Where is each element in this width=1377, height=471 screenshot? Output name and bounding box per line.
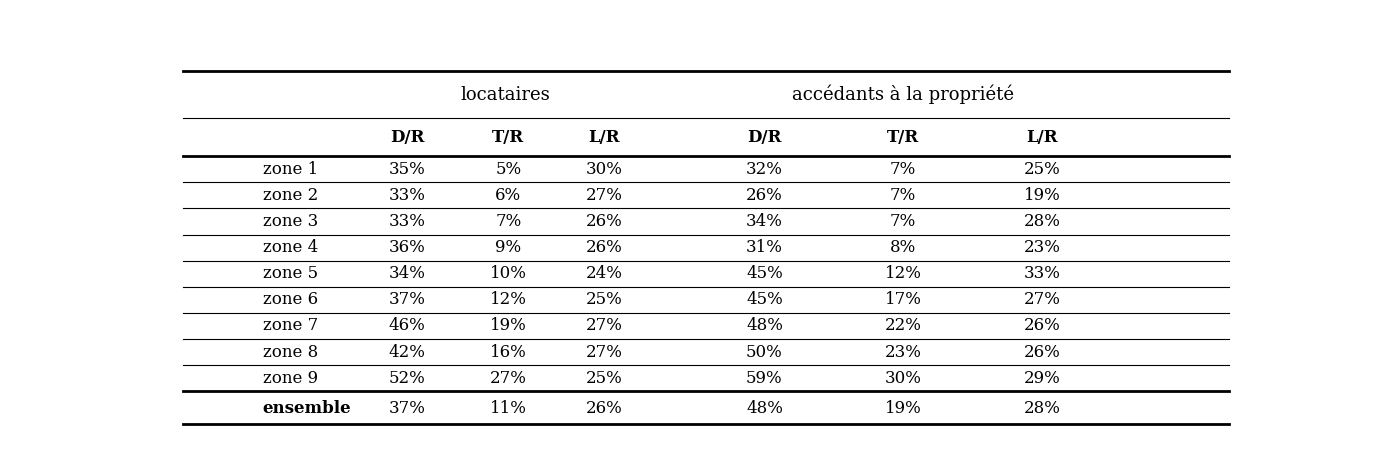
Text: 33%: 33% — [388, 187, 425, 204]
Text: 7%: 7% — [890, 187, 916, 204]
Text: zone 5: zone 5 — [263, 265, 318, 282]
Text: 7%: 7% — [496, 213, 522, 230]
Text: 12%: 12% — [884, 265, 921, 282]
Text: zone 8: zone 8 — [263, 344, 318, 361]
Text: 26%: 26% — [587, 213, 622, 230]
Text: 26%: 26% — [1023, 344, 1060, 361]
Text: 36%: 36% — [388, 239, 425, 256]
Text: 32%: 32% — [746, 161, 784, 178]
Text: 7%: 7% — [890, 161, 916, 178]
Text: 33%: 33% — [1023, 265, 1060, 282]
Text: 33%: 33% — [388, 213, 425, 230]
Text: 26%: 26% — [746, 187, 782, 204]
Text: 30%: 30% — [884, 370, 921, 387]
Text: 46%: 46% — [388, 317, 425, 334]
Text: 16%: 16% — [490, 344, 526, 361]
Text: 34%: 34% — [746, 213, 784, 230]
Text: 9%: 9% — [496, 239, 522, 256]
Text: 25%: 25% — [587, 370, 622, 387]
Text: 31%: 31% — [746, 239, 784, 256]
Text: 37%: 37% — [388, 400, 425, 417]
Text: 26%: 26% — [587, 239, 622, 256]
Text: 5%: 5% — [496, 161, 522, 178]
Text: 26%: 26% — [1023, 317, 1060, 334]
Text: 19%: 19% — [1023, 187, 1060, 204]
Text: zone 6: zone 6 — [263, 292, 318, 309]
Text: zone 7: zone 7 — [263, 317, 318, 334]
Text: 19%: 19% — [885, 400, 921, 417]
Text: 26%: 26% — [587, 400, 622, 417]
Text: 28%: 28% — [1023, 213, 1060, 230]
Text: 28%: 28% — [1023, 400, 1060, 417]
Text: 42%: 42% — [388, 344, 425, 361]
Text: 23%: 23% — [884, 344, 921, 361]
Text: zone 4: zone 4 — [263, 239, 318, 256]
Text: 34%: 34% — [388, 265, 425, 282]
Text: 27%: 27% — [585, 187, 622, 204]
Text: 7%: 7% — [890, 213, 916, 230]
Text: 27%: 27% — [1023, 292, 1060, 309]
Text: 25%: 25% — [1023, 161, 1060, 178]
Text: T/R: T/R — [492, 129, 525, 146]
Text: 17%: 17% — [884, 292, 921, 309]
Text: locataires: locataires — [461, 86, 551, 104]
Text: 35%: 35% — [388, 161, 425, 178]
Text: L/R: L/R — [588, 129, 620, 146]
Text: ensemble: ensemble — [263, 400, 351, 417]
Text: 52%: 52% — [388, 370, 425, 387]
Text: 6%: 6% — [496, 187, 522, 204]
Text: 24%: 24% — [585, 265, 622, 282]
Text: 45%: 45% — [746, 265, 782, 282]
Text: zone 9: zone 9 — [263, 370, 318, 387]
Text: 37%: 37% — [388, 292, 425, 309]
Text: D/R: D/R — [748, 129, 782, 146]
Text: zone 3: zone 3 — [263, 213, 318, 230]
Text: D/R: D/R — [390, 129, 424, 146]
Text: 10%: 10% — [490, 265, 527, 282]
Text: 19%: 19% — [490, 317, 526, 334]
Text: 12%: 12% — [490, 292, 527, 309]
Text: 29%: 29% — [1023, 370, 1060, 387]
Text: 50%: 50% — [746, 344, 782, 361]
Text: 59%: 59% — [746, 370, 782, 387]
Text: L/R: L/R — [1026, 129, 1058, 146]
Text: 8%: 8% — [890, 239, 916, 256]
Text: zone 1: zone 1 — [263, 161, 318, 178]
Text: 48%: 48% — [746, 317, 784, 334]
Text: 27%: 27% — [585, 344, 622, 361]
Text: 27%: 27% — [490, 370, 527, 387]
Text: 25%: 25% — [587, 292, 622, 309]
Text: 27%: 27% — [585, 317, 622, 334]
Text: 48%: 48% — [746, 400, 784, 417]
Text: 45%: 45% — [746, 292, 782, 309]
Text: 23%: 23% — [1023, 239, 1060, 256]
Text: accédants à la propriété: accédants à la propriété — [792, 85, 1013, 105]
Text: zone 2: zone 2 — [263, 187, 318, 204]
Text: 22%: 22% — [884, 317, 921, 334]
Text: 30%: 30% — [585, 161, 622, 178]
Text: 11%: 11% — [490, 400, 527, 417]
Text: T/R: T/R — [887, 129, 920, 146]
